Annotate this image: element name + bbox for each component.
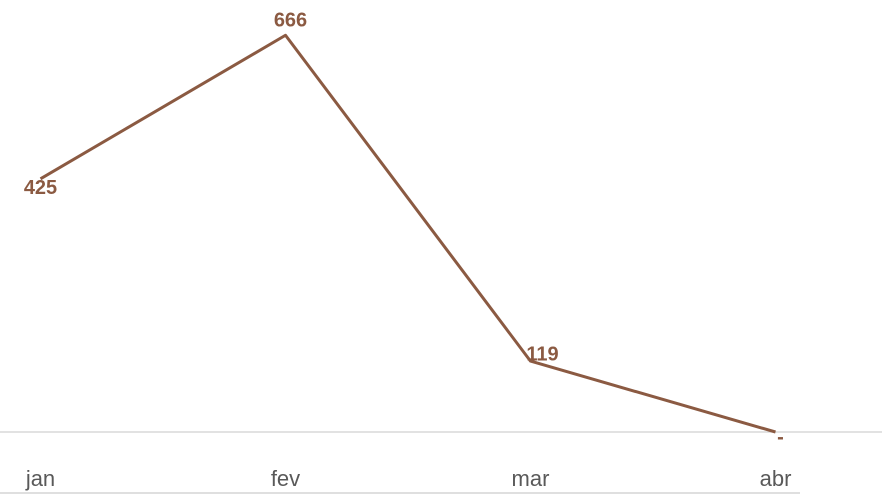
x-tick-label: jan	[25, 466, 55, 491]
data-line	[39, 33, 776, 434]
data-label: 119	[526, 343, 558, 365]
data-label: 666	[274, 10, 307, 32]
x-tick-label: mar	[512, 466, 550, 491]
x-tick-label: abr	[760, 466, 792, 491]
data-label: 425	[24, 177, 57, 199]
data-label: -	[777, 426, 784, 448]
x-tick-label: fev	[271, 466, 300, 491]
